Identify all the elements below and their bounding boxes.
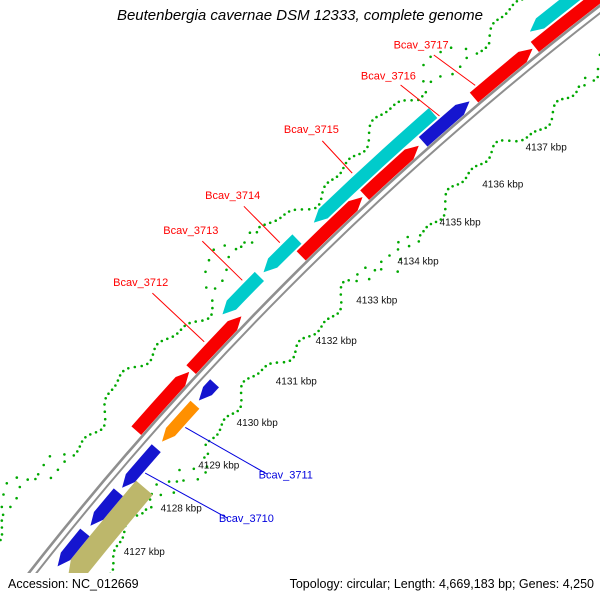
gene-arrow[interactable] (296, 197, 363, 261)
gene-label-line (400, 84, 440, 117)
gene-label[interactable]: Bcav_3716 (361, 71, 416, 83)
tick-label: 4135 kbp (440, 218, 482, 229)
gene-arrow[interactable] (131, 371, 190, 435)
gene-label-line (201, 240, 243, 281)
tick-label: 4130 kbp (237, 418, 279, 429)
tick-label: 4131 kbp (276, 377, 318, 388)
gene-arrow[interactable] (67, 480, 153, 582)
status-bar: Accession: NC_012669 Topology: circular;… (0, 573, 600, 600)
gene-label[interactable]: Bcav_3715 (284, 124, 339, 136)
gene-arrow-bcav_3710[interactable] (122, 444, 161, 488)
gene-label[interactable]: Bcav_3717 (394, 40, 449, 52)
gene-labels: Bcav_3712 Bcav_3713 Bcav_3714 Bcav_3715 Bcav… (113, 40, 449, 525)
gene-arrow-bcav_3715[interactable] (313, 108, 438, 223)
gene-arrow-bcav_3717[interactable] (469, 48, 533, 103)
gene-arrow[interactable] (57, 528, 90, 567)
gene-label-line (144, 472, 229, 519)
tick-label: 4134 kbp (398, 256, 440, 267)
genome-info-text: Topology: circular; Length: 4,669,183 bp… (289, 577, 594, 591)
gene-label-line (243, 205, 281, 243)
tick-label: 4132 kbp (316, 336, 358, 347)
ruler-tick-labels: 4127 kbp 4128 kbp 4129 kbp 4130 kbp 4131 kbp… (124, 143, 567, 558)
gc-plot-dots-outer (0, 0, 524, 542)
gene-arrow[interactable] (198, 379, 219, 401)
gene-label[interactable]: Bcav_3710 (219, 513, 274, 525)
gene-label-line (321, 140, 353, 174)
gene-arrow[interactable] (360, 145, 419, 200)
tick-label: 4133 kbp (356, 296, 398, 307)
tick-label: 4127 kbp (124, 547, 166, 558)
gene-arrow-bcav_3716[interactable] (418, 101, 470, 147)
gene-label-lines (144, 54, 476, 519)
gene-label-line (433, 54, 476, 86)
tick-label: 4129 kbp (198, 461, 240, 472)
gene-arrow-bcav_3714[interactable] (263, 234, 302, 273)
map-title: Beutenbergia cavernae DSM 12333, complet… (116, 7, 484, 24)
gene-arrow-bcav_3713[interactable] (222, 271, 265, 315)
gene-label[interactable]: Bcav_3713 (163, 225, 218, 237)
gene-label[interactable]: Bcav_3712 (113, 277, 168, 289)
accession-text: Accession: NC_012669 (8, 577, 139, 591)
tick-label: 4137 kbp (526, 143, 568, 154)
gene-arrow[interactable] (529, 0, 600, 32)
gene-arrow[interactable] (530, 0, 600, 53)
gene-label[interactable]: Bcav_3711 (259, 469, 313, 481)
gene-arrow-bcav_3711[interactable] (162, 400, 200, 442)
gene-track (23, 0, 600, 600)
gene-arrow-bcav_3712[interactable] (186, 316, 242, 375)
gene-label[interactable]: Bcav_3714 (205, 190, 260, 202)
gene-label-line (185, 426, 268, 475)
gene-arrow[interactable] (90, 488, 123, 526)
gene-label-line (152, 292, 205, 343)
tick-label: 4128 kbp (161, 503, 203, 514)
tick-label: 4136 kbp (482, 180, 524, 191)
